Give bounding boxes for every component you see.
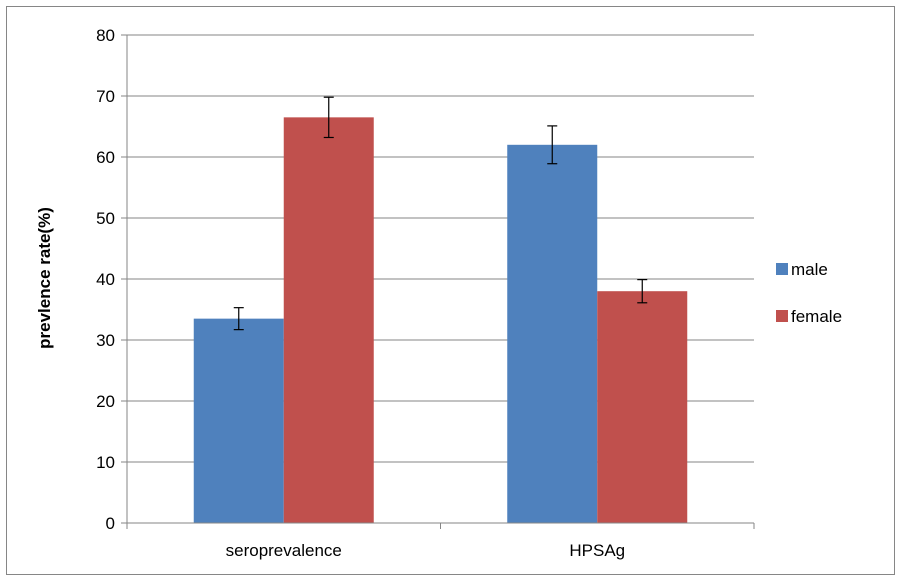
y-tick-label: 10 [96, 453, 115, 472]
y-tick-label: 70 [96, 87, 115, 106]
y-tick-label: 60 [96, 148, 115, 167]
y-tick-label: 30 [96, 331, 115, 350]
y-tick-label: 80 [96, 26, 115, 45]
y-tick-label: 20 [96, 392, 115, 411]
y-tick-label: 50 [96, 209, 115, 228]
bar-female-seroprevalence [284, 117, 374, 523]
x-category-label: HPSAg [569, 541, 625, 560]
y-tick-label: 40 [96, 270, 115, 289]
bar-female-HPSAg [597, 291, 687, 523]
y-tick-label: 0 [106, 514, 115, 533]
legend-swatch-male [776, 263, 788, 275]
bar-male-HPSAg [507, 145, 597, 523]
legend-swatch-female [776, 310, 788, 322]
x-category-label: seroprevalence [226, 541, 342, 560]
legend-label: female [791, 307, 842, 326]
legend: male female [776, 260, 842, 326]
y-axis-title: prevlence rate(%) [35, 207, 54, 349]
bar-male-seroprevalence [194, 319, 284, 523]
y-tick-labels: 0 10 20 30 40 50 60 70 80 [96, 26, 115, 533]
x-category-labels: seroprevalence HPSAg [226, 541, 626, 560]
legend-label: male [791, 260, 828, 279]
